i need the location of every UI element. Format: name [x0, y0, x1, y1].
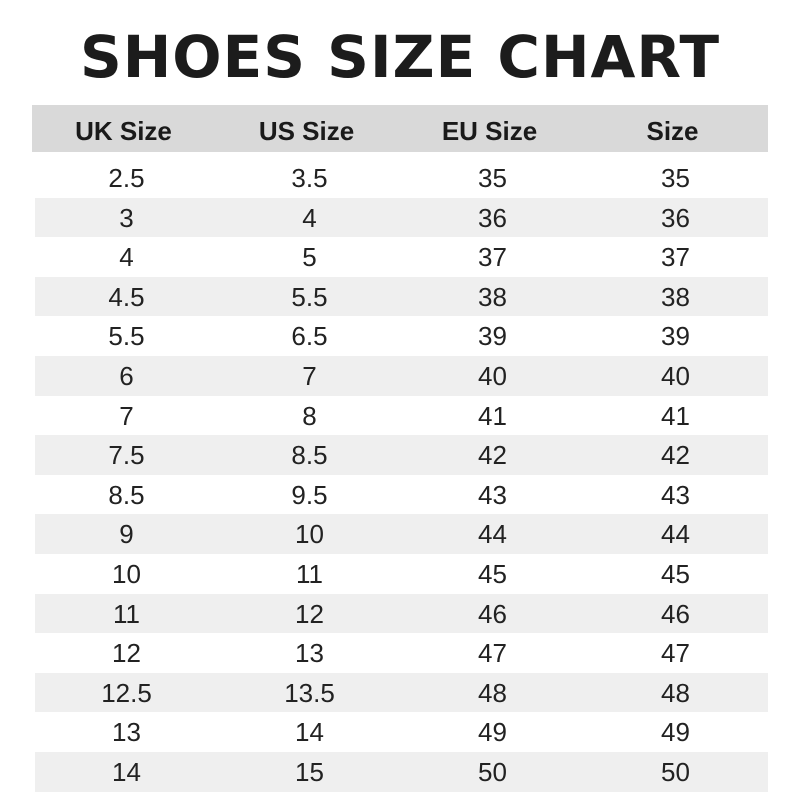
table-row: 13 14 49 49 — [35, 712, 768, 752]
cell-us-size: 13 — [295, 638, 324, 669]
table-row: 14 15 50 50 — [35, 751, 768, 792]
table-row: 7 8 41 41 — [35, 396, 768, 436]
header-uk-size: UK Size — [75, 116, 172, 146]
cell-eu-size: 50 — [478, 756, 507, 787]
cell-uk-size: 7.5 — [108, 440, 145, 471]
cell-uk-size: 4.5 — [108, 281, 145, 312]
cell-us-size: 9.5 — [291, 479, 328, 510]
cell-size: 47 — [661, 638, 690, 669]
header-eu-size: EU Size — [441, 116, 538, 146]
cell-uk-size: 9 — [119, 519, 134, 550]
cell-eu-size: 40 — [478, 360, 507, 391]
cell-size: 38 — [661, 281, 690, 312]
cell-us-size: 3.5 — [291, 163, 328, 193]
cell-us-size: 10 — [295, 519, 324, 550]
cell-eu-size: 48 — [478, 677, 507, 708]
cell-eu-size: 46 — [478, 598, 507, 629]
cell-size: 45 — [661, 558, 690, 589]
cell-uk-size: 14 — [112, 756, 141, 787]
cell-size: 37 — [661, 242, 690, 273]
cell-size: 35 — [661, 163, 690, 193]
cell-eu-size: 38 — [478, 281, 507, 312]
cell-size: 43 — [661, 479, 690, 510]
table-body: 2.5 3.5 35 35 3 4 36 36 4 5 37 37 4.5 5.5 38 38 5.5 6.5 39… — [35, 158, 768, 792]
table-row: 9 10 44 44 — [35, 514, 768, 554]
cell-us-size: 8.5 — [291, 440, 328, 471]
cell-uk-size: 4 — [119, 242, 134, 273]
cell-eu-size: 45 — [478, 558, 507, 589]
cell-uk-size: 6 — [119, 360, 134, 391]
cell-uk-size: 3 — [119, 202, 134, 233]
cell-uk-size: 10 — [112, 558, 141, 589]
cell-eu-size: 39 — [478, 321, 507, 352]
cell-eu-size: 42 — [478, 440, 507, 471]
cell-size: 50 — [661, 756, 690, 787]
table-row: 3 4 36 36 — [35, 197, 768, 238]
cell-size: 49 — [661, 717, 690, 748]
table-row: 11 12 46 46 — [35, 593, 768, 634]
cell-eu-size: 44 — [478, 519, 507, 550]
cell-uk-size: 5.5 — [108, 321, 145, 352]
table-row: 4 5 37 37 — [35, 237, 768, 277]
cell-size: 42 — [661, 440, 690, 471]
cell-us-size: 6.5 — [291, 321, 328, 352]
page-title: SHOES SIZE CHART — [79, 23, 721, 91]
cell-size: 41 — [661, 400, 690, 431]
table-row: 6 7 40 40 — [35, 355, 768, 396]
cell-size: 44 — [661, 519, 690, 550]
cell-us-size: 15 — [295, 756, 324, 787]
cell-uk-size: 12 — [112, 638, 141, 669]
cell-us-size: 8 — [302, 400, 317, 431]
cell-us-size: 14 — [295, 717, 324, 748]
cell-size: 36 — [661, 202, 690, 233]
table-row: 12 13 47 47 — [35, 633, 768, 673]
cell-size: 40 — [661, 360, 690, 391]
header-us-size: US Size — [258, 116, 355, 146]
table-row: 12.5 13.5 48 48 — [35, 672, 768, 713]
cell-us-size: 7 — [302, 360, 317, 391]
cell-uk-size: 12.5 — [101, 677, 152, 708]
cell-eu-size: 47 — [478, 638, 507, 669]
cell-us-size: 4 — [302, 202, 317, 233]
table-row: 4.5 5.5 38 38 — [35, 276, 768, 317]
table-row: 2.5 3.5 35 35 — [35, 158, 768, 198]
cell-eu-size: 41 — [478, 400, 507, 431]
table-row: 7.5 8.5 42 42 — [35, 435, 768, 475]
cell-us-size: 12 — [295, 598, 324, 629]
cell-size: 48 — [661, 677, 690, 708]
cell-eu-size: 35 — [478, 163, 507, 193]
table-header: UK Size US Size EU Size Size — [32, 105, 768, 152]
cell-us-size: 5 — [302, 242, 317, 273]
cell-uk-size: 2.5 — [108, 163, 145, 193]
cell-uk-size: 8.5 — [108, 479, 145, 510]
header-size: Size — [646, 116, 699, 146]
cell-eu-size: 49 — [478, 717, 507, 748]
cell-us-size: 5.5 — [291, 281, 328, 312]
cell-us-size: 13.5 — [284, 677, 335, 708]
table-row: 10 11 45 45 — [35, 554, 768, 594]
cell-uk-size: 7 — [119, 400, 134, 431]
cell-eu-size: 36 — [478, 202, 507, 233]
cell-uk-size: 11 — [113, 598, 140, 629]
cell-eu-size: 43 — [478, 479, 507, 510]
cell-eu-size: 37 — [478, 242, 507, 273]
cell-size: 46 — [661, 598, 690, 629]
cell-us-size: 11 — [296, 558, 323, 589]
cell-size: 39 — [661, 321, 690, 352]
table-row: 8.5 9.5 43 43 — [35, 475, 768, 515]
cell-uk-size: 13 — [112, 717, 141, 748]
table-row: 5.5 6.5 39 39 — [35, 316, 768, 356]
